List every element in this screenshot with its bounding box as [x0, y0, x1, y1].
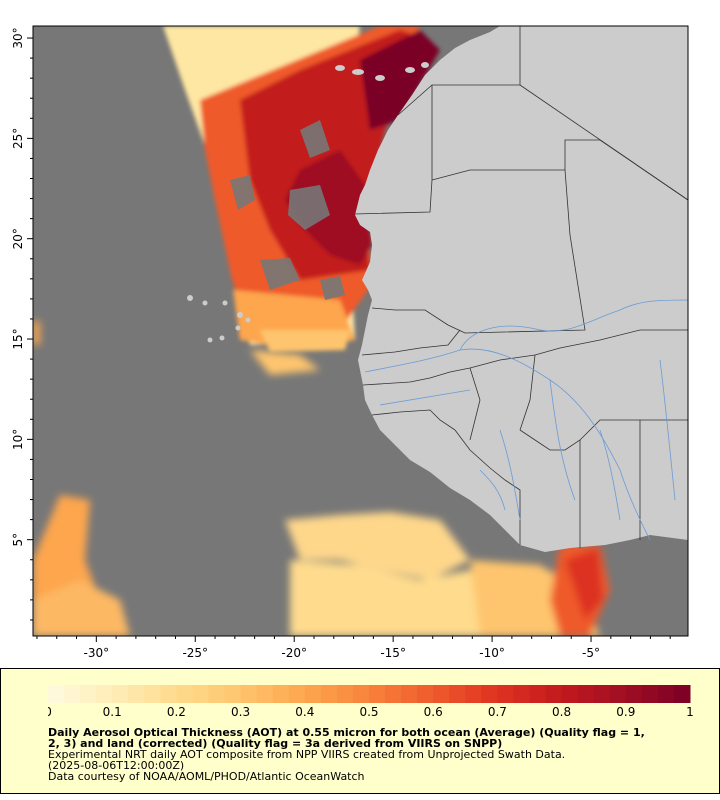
colorbar-cell — [336, 685, 354, 703]
colorbar-cell — [48, 685, 65, 703]
colorbar-tick-label: 0.4 — [295, 705, 314, 719]
x-tick-label: -25° — [182, 646, 208, 660]
colorbar-cell — [433, 685, 450, 703]
colorbar-cell — [192, 685, 209, 703]
colorbar-tick-label: 0.6 — [424, 705, 443, 719]
x-tick-label: -20° — [281, 646, 307, 660]
colorbar-cell — [609, 685, 627, 703]
cape-verde-islands — [187, 295, 251, 343]
colorbar-cell — [128, 685, 145, 703]
y-tick-label: 25° — [11, 128, 25, 149]
no-data-holes — [230, 120, 345, 300]
colorbar-cell — [561, 685, 579, 703]
colorbar-cell — [593, 685, 611, 703]
colorbar-cell — [385, 685, 402, 703]
x-tick-label: -30° — [84, 646, 110, 660]
colorbar-cell — [417, 685, 434, 703]
rivers — [364, 299, 688, 541]
land-africa — [355, 26, 688, 552]
colorbar-tick-label: 0.8 — [552, 705, 571, 719]
colorbar-cell — [272, 685, 290, 703]
colorbar-cell — [529, 685, 547, 703]
colorbar-cell — [288, 685, 306, 703]
colorbar: 0 0.1 0.2 0.3 0.4 0.5 0.6 0.7 0.8 0.9 1 — [48, 685, 694, 719]
colorbar-cell — [625, 685, 643, 703]
colorbar-cell — [465, 685, 482, 703]
colorbar-tick-label: 0.2 — [167, 705, 186, 719]
legend-title-line2: 2, 3) and land (corrected) (Quality flag… — [48, 737, 503, 750]
colorbar-cell — [240, 685, 258, 703]
colorbar-cell — [449, 685, 466, 703]
colorbar-cell — [256, 685, 274, 703]
colorbar-cell — [160, 685, 177, 703]
colorbar-ticks: 0 0.1 0.2 0.3 0.4 0.5 0.6 0.7 0.8 0.9 1 — [48, 705, 694, 719]
colorbar-cell — [96, 685, 113, 703]
colorbar-cell — [545, 685, 563, 703]
colorbar-cell — [352, 685, 370, 703]
colorbar-tick-label: 0 — [48, 705, 52, 719]
aot-map: -30° -25° -20° -15° -10° -5° 30° 25° 20° 15° 10° 5… — [11, 25, 689, 660]
legend-date-line: (2025-08-06T12:00:00Z) — [48, 759, 185, 772]
colorbar-tick-label: 0.9 — [616, 705, 635, 719]
colorbar-cell — [513, 685, 530, 703]
y-tick-label: 15° — [11, 328, 25, 349]
x-tick-label: -10° — [479, 646, 505, 660]
country-borders — [354, 26, 688, 548]
y-axis: 30° 25° 20° 15° 10° 5° — [11, 27, 33, 621]
colorbar-cell — [641, 685, 659, 703]
colorbar-cell — [224, 685, 242, 703]
x-tick-label: -15° — [380, 646, 406, 660]
colorbar-cell — [176, 685, 193, 703]
colorbar-cell — [80, 685, 97, 703]
legend-credit-line: Data courtesy of NOAA/AOML/PHOD/Atlantic… — [48, 770, 365, 783]
x-tick-label: -5° — [582, 646, 600, 660]
colorbar-cell — [481, 685, 498, 703]
colorbar-cell — [673, 685, 691, 703]
y-tick-label: 20° — [11, 228, 25, 249]
colorbar-tick-label: 0.1 — [103, 705, 122, 719]
colorbar-cell — [497, 685, 514, 703]
y-tick-label: 10° — [11, 429, 25, 450]
canary-islands — [335, 62, 429, 81]
colorbar-tick-label: 0.5 — [359, 705, 378, 719]
colorbar-cell — [64, 685, 81, 703]
colorbar-tick-label: 1 — [686, 705, 694, 719]
colorbar-cells — [48, 685, 691, 703]
colorbar-cell — [144, 685, 161, 703]
colorbar-cell — [320, 685, 338, 703]
aot-patches-south — [33, 320, 610, 636]
legend-title-line1: Daily Aerosol Optical Thickness (AOT) at… — [48, 726, 645, 739]
colorbar-cell — [401, 685, 418, 703]
legend-panel: 0 0.1 0.2 0.3 0.4 0.5 0.6 0.7 0.8 0.9 1 Daily Aero… — [0, 668, 720, 794]
colorbar-cell — [657, 685, 675, 703]
y-tick-label: 30° — [11, 27, 25, 48]
y-tick-label: 5° — [11, 533, 25, 547]
colorbar-cell — [208, 685, 226, 703]
colorbar-cell — [369, 685, 386, 703]
colorbar-cell — [304, 685, 322, 703]
legend-source-line: Experimental NRT daily AOT composite fro… — [48, 748, 566, 761]
colorbar-cell — [112, 685, 129, 703]
plot-frame — [32, 25, 689, 637]
colorbar-cell — [577, 685, 595, 703]
x-axis: -30° -25° -20° -15° -10° -5° — [36, 636, 671, 660]
colorbar-tick-label: 0.3 — [231, 705, 250, 719]
colorbar-tick-label: 0.7 — [488, 705, 507, 719]
aot-swath-north — [163, 26, 440, 352]
